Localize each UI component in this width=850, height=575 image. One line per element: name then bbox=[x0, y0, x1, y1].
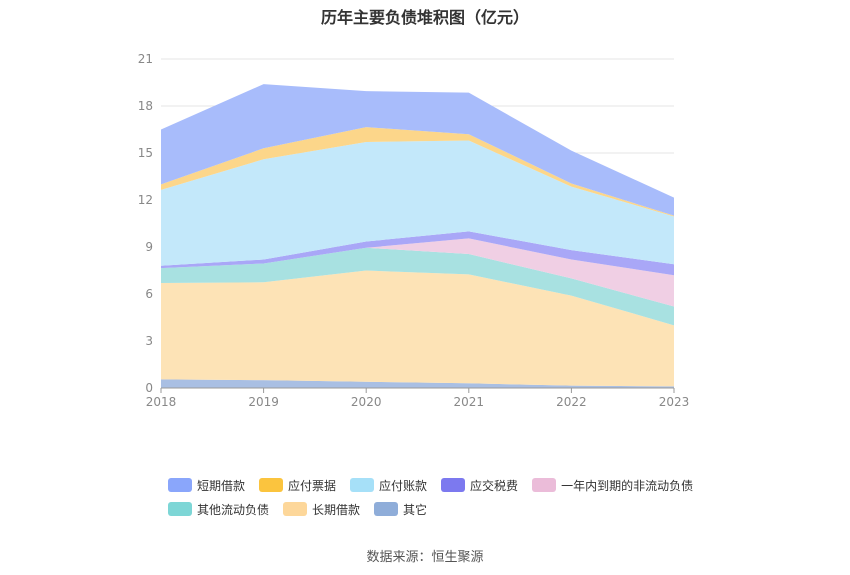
stacked-area-chart: 0 3 6 9 12 15 18 21 2018 2019 2020 2021 2022 2023 bbox=[138, 52, 690, 409]
x-tick-label: 2020 bbox=[351, 395, 382, 409]
x-tick-label: 2021 bbox=[454, 395, 485, 409]
area-series bbox=[161, 379, 674, 388]
y-tick-label: 21 bbox=[138, 52, 153, 66]
area-series bbox=[161, 270, 674, 387]
x-tick-label: 2019 bbox=[248, 395, 279, 409]
legend-item[interactable]: 应付票据 bbox=[259, 477, 336, 494]
x-tick-label: 2018 bbox=[146, 395, 177, 409]
legend-item[interactable]: 应付账款 bbox=[350, 477, 427, 494]
y-tick-label: 12 bbox=[138, 193, 153, 207]
area-series bbox=[161, 140, 674, 266]
legend-swatch bbox=[532, 478, 557, 492]
legend-label: 其它 bbox=[403, 502, 428, 517]
legend-swatch bbox=[374, 502, 399, 516]
legend-swatch bbox=[441, 478, 466, 492]
y-tick-label: 18 bbox=[138, 99, 153, 113]
legend-label: 应付账款 bbox=[379, 478, 428, 493]
y-tick-label: 3 bbox=[145, 334, 153, 348]
legend-item[interactable]: 其他流动负债 bbox=[168, 501, 269, 518]
legend-item[interactable]: 应交税费 bbox=[441, 477, 518, 494]
legend-label: 长期借款 bbox=[312, 502, 361, 517]
legend-row: 短期借款 应付票据 应付账款 应交税费 一年内到期的非流动负债 bbox=[168, 473, 728, 497]
area-series bbox=[161, 247, 674, 326]
data-source: 数据来源：恒生聚源 bbox=[366, 550, 484, 565]
y-tick-label: 9 bbox=[145, 240, 153, 254]
legend-swatch bbox=[168, 478, 192, 492]
legend-item[interactable]: 一年内到期的非流动负债 bbox=[532, 477, 693, 494]
y-tick-label: 0 bbox=[145, 381, 153, 395]
legend-row: 其他流动负债 长期借款 其它 bbox=[168, 497, 728, 521]
x-tick-label: 2023 bbox=[659, 395, 690, 409]
legend-label: 应付票据 bbox=[288, 478, 337, 493]
legend-swatch bbox=[283, 502, 308, 516]
legend-swatch bbox=[350, 478, 375, 492]
legend-item[interactable]: 长期借款 bbox=[283, 501, 360, 518]
area-series bbox=[161, 84, 674, 216]
legend-swatch bbox=[259, 478, 284, 492]
area-series bbox=[161, 231, 674, 276]
area-series bbox=[161, 238, 674, 307]
y-tick-label: 15 bbox=[138, 146, 153, 160]
legend-item[interactable]: 其它 bbox=[374, 501, 427, 518]
legend-label: 一年内到期的非流动负债 bbox=[561, 478, 694, 493]
legend-item[interactable]: 短期借款 bbox=[168, 477, 245, 494]
legend-label: 其他流动负债 bbox=[197, 502, 270, 517]
legend-swatch bbox=[168, 502, 192, 516]
x-tick-label: 2022 bbox=[556, 395, 587, 409]
y-tick-label: 6 bbox=[145, 287, 153, 301]
area-series bbox=[161, 127, 674, 217]
chart-title: 历年主要负债堆积图（亿元） bbox=[320, 8, 529, 27]
legend-label: 短期借款 bbox=[197, 478, 246, 493]
chart-legend: 短期借款 应付票据 应付账款 应交税费 一年内到期的非流动负债其他流动负债 长期借款 其它 bbox=[168, 473, 728, 521]
legend-label: 应交税费 bbox=[470, 478, 519, 493]
